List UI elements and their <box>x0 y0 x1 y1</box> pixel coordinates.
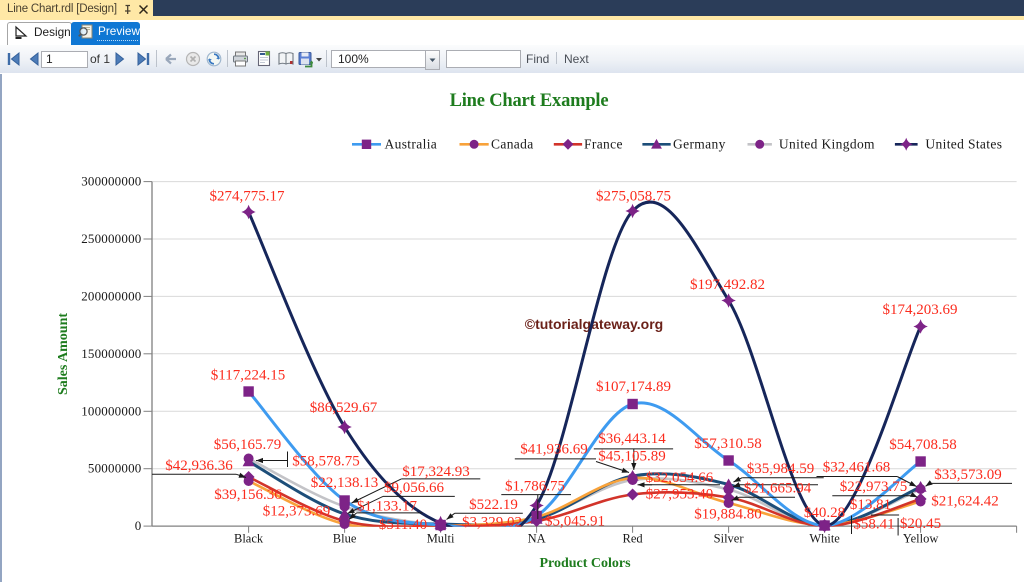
svg-text:$58.41: $58.41 <box>853 517 894 533</box>
svg-text:United Kingdom: United Kingdom <box>779 137 875 152</box>
svg-text:$21,665.94: $21,665.94 <box>744 481 812 497</box>
svg-text:300000000: 300000000 <box>81 174 141 189</box>
svg-text:Line Chart Example: Line Chart Example <box>450 91 609 111</box>
svg-text:$511.40: $511.40 <box>379 517 427 533</box>
svg-text:$56,165.79: $56,165.79 <box>214 437 282 453</box>
svg-text:France: France <box>584 137 623 152</box>
svg-text:$17,324.93: $17,324.93 <box>402 464 470 480</box>
svg-text:$40.28: $40.28 <box>804 505 845 521</box>
svg-text:$197,492.82: $197,492.82 <box>690 277 765 293</box>
svg-text:$1,786.75: $1,786.75 <box>505 479 565 495</box>
svg-text:Silver: Silver <box>714 532 745 546</box>
svg-text:$45,105.89: $45,105.89 <box>598 449 666 465</box>
svg-text:Blue: Blue <box>333 532 357 546</box>
svg-text:NA: NA <box>528 532 546 546</box>
svg-text:$174,203.69: $174,203.69 <box>883 302 958 318</box>
svg-text:$9,056.66: $9,056.66 <box>384 480 445 496</box>
svg-text:$32,461.68: $32,461.68 <box>823 459 891 475</box>
svg-text:$13.81: $13.81 <box>850 497 891 513</box>
svg-text:$39,156.36: $39,156.36 <box>214 487 282 503</box>
svg-text:200000000: 200000000 <box>81 288 141 303</box>
svg-text:100000000: 100000000 <box>81 403 141 418</box>
svg-text:©tutorialgateway.org: ©tutorialgateway.org <box>525 316 663 332</box>
svg-text:$86,529.67: $86,529.67 <box>310 400 378 416</box>
svg-text:Black: Black <box>234 532 264 546</box>
svg-text:0: 0 <box>135 518 142 533</box>
svg-text:$21,624.42: $21,624.42 <box>931 494 999 510</box>
svg-text:$57,310.58: $57,310.58 <box>694 436 762 452</box>
svg-text:Product Colors: Product Colors <box>539 556 631 571</box>
svg-text:150000000: 150000000 <box>81 346 141 361</box>
svg-text:$22,138.13: $22,138.13 <box>311 475 379 491</box>
svg-text:$522.19: $522.19 <box>469 497 518 513</box>
svg-text:$35,984.59: $35,984.59 <box>747 461 815 477</box>
svg-text:Germany: Germany <box>673 137 726 152</box>
svg-text:White: White <box>809 532 840 546</box>
svg-text:250000000: 250000000 <box>81 231 141 246</box>
svg-text:$1,133.17: $1,133.17 <box>357 499 418 515</box>
svg-text:$41,936.69: $41,936.69 <box>520 442 588 458</box>
svg-text:$12,373.69: $12,373.69 <box>263 504 331 520</box>
svg-text:$5,045.91: $5,045.91 <box>545 514 605 530</box>
svg-text:$275,058.75: $275,058.75 <box>596 189 671 205</box>
svg-text:$54,708.58: $54,708.58 <box>889 437 957 453</box>
svg-text:Sales Amount: Sales Amount <box>56 313 71 395</box>
svg-text:$20.45: $20.45 <box>900 516 941 532</box>
svg-text:$36,443.14: $36,443.14 <box>598 431 666 447</box>
svg-text:$33,573.09: $33,573.09 <box>934 467 1002 483</box>
svg-text:Red: Red <box>623 532 644 546</box>
svg-text:Multi: Multi <box>427 532 455 546</box>
svg-text:50000000: 50000000 <box>88 461 142 476</box>
svg-text:$32,054.66: $32,054.66 <box>646 470 714 486</box>
svg-text:$58,578.75: $58,578.75 <box>292 454 360 470</box>
svg-text:United States: United States <box>925 137 1002 152</box>
svg-text:Australia: Australia <box>385 137 438 152</box>
svg-text:$3,329.02: $3,329.02 <box>462 515 522 531</box>
svg-text:$107,174.89: $107,174.89 <box>596 379 671 395</box>
svg-text:$42,936.36: $42,936.36 <box>165 458 233 474</box>
svg-text:Yellow: Yellow <box>903 532 939 546</box>
svg-text:$22,973.75: $22,973.75 <box>840 479 908 495</box>
svg-text:$274,775.17: $274,775.17 <box>210 189 286 205</box>
svg-text:$19,884.80: $19,884.80 <box>694 507 762 523</box>
svg-text:$117,224.15: $117,224.15 <box>211 368 285 384</box>
svg-text:$27,953.40: $27,953.40 <box>646 487 714 503</box>
svg-text:Canada: Canada <box>491 137 534 152</box>
